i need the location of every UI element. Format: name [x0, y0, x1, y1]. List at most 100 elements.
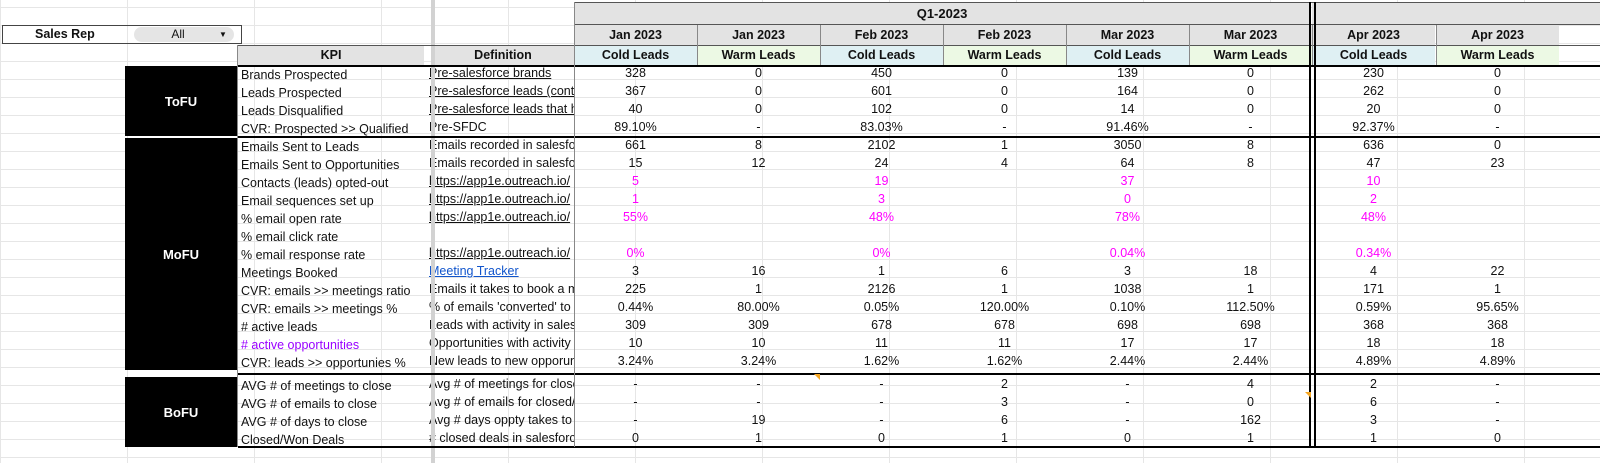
definition-text[interactable]: Pre-salesforce brands [429, 66, 552, 80]
metric-value: 1 [755, 282, 762, 296]
definition-text[interactable]: https://app1e.outreach.io/ [429, 246, 571, 260]
metric-value [943, 226, 1066, 244]
metric-value: 0 [1494, 66, 1501, 80]
metric-value: 1.62% [986, 354, 1023, 368]
metric-value: 2 [1370, 377, 1377, 391]
table-border [238, 446, 1600, 448]
metric-value: 698 [1117, 318, 1138, 332]
metric-value: 17 [1243, 336, 1258, 350]
stage-label-tofu: ToFU [125, 66, 237, 136]
metric-value: 0 [1247, 102, 1254, 116]
kpi-label: CVR: leads >> opportunies % [241, 356, 406, 370]
metric-value: 4 [1247, 377, 1254, 391]
definition-text: % of emails 'converted' to [429, 300, 571, 314]
table-border [574, 2, 575, 447]
metric-value [1189, 172, 1312, 190]
month-header: Jan 2023 [697, 25, 820, 45]
metric-value: - [1125, 413, 1130, 427]
definition-text[interactable]: https://app1e.outreach.io/ [429, 210, 571, 224]
metric-value: 48% [868, 210, 895, 224]
cell-comment-indicator[interactable] [1305, 392, 1311, 398]
table-border [1066, 25, 1067, 65]
metric-value: 37 [1120, 174, 1135, 188]
metric-value: - [1125, 377, 1130, 391]
metric-value: 18 [1243, 264, 1258, 278]
metric-value: 230 [1363, 66, 1384, 80]
metric-value [1189, 244, 1312, 262]
kpi-label: # active opportunities [241, 338, 360, 352]
definition-text: Opportunities with activity [429, 336, 571, 350]
metric-value: 17 [1120, 336, 1135, 350]
lead-type-header: Cold Leads [820, 46, 943, 65]
definition-text[interactable]: Pre-salesforce leads (conta [429, 84, 574, 98]
lead-type-header: Warm Leads [697, 46, 820, 65]
metric-value: 0 [878, 431, 885, 445]
definition-text: Pre-SFDC [429, 120, 487, 134]
metric-value: 0 [1124, 192, 1131, 206]
metric-value [1312, 226, 1435, 244]
metric-value: 1 [1370, 431, 1377, 445]
metric-value: - [633, 413, 638, 427]
metric-value: 661 [625, 138, 646, 152]
metric-value: 2 [1370, 192, 1377, 206]
cell-comment-indicator[interactable] [814, 374, 820, 380]
metric-value [1436, 172, 1559, 190]
lead-type-header: Cold Leads [574, 46, 697, 65]
metric-value: 120.00% [979, 300, 1030, 314]
month-header: Feb 2023 [820, 25, 943, 45]
metric-value: - [756, 120, 761, 134]
definition-text: Avg # of emails for closed/ [429, 395, 574, 409]
chevron-down-icon[interactable]: ▼ [219, 30, 227, 39]
table-border [238, 65, 1600, 67]
definition-text[interactable]: https://app1e.outreach.io/ [429, 192, 571, 206]
metric-value [1436, 190, 1559, 208]
definition-text: Leads with activity in sales [429, 318, 574, 332]
kpi-label: Leads Prospected [241, 86, 342, 100]
definition-text: Emails recorded in salesfo [429, 156, 574, 170]
metric-value: 3 [878, 192, 885, 206]
definition-text: Avg # days oppty takes to [429, 413, 572, 427]
metric-value: 8 [755, 138, 762, 152]
metric-value: 0% [872, 246, 891, 260]
metric-value: 40 [628, 102, 643, 116]
metric-value: 0 [632, 431, 639, 445]
metric-value: 2.44% [1109, 354, 1146, 368]
table-border [820, 25, 821, 65]
definition-text[interactable]: Pre-salesforce leads that h [429, 102, 574, 116]
metric-value: 1 [632, 192, 639, 206]
definition-text[interactable]: https://app1e.outreach.io/ [429, 174, 571, 188]
metric-value: 83.03% [860, 120, 903, 134]
metric-value [1189, 208, 1312, 226]
metric-value: - [1495, 120, 1500, 134]
metric-value: 1 [1247, 431, 1254, 445]
definition-text[interactable]: Meeting Tracker [429, 264, 519, 278]
month-header: Mar 2023 [1189, 25, 1312, 45]
metric-value: 3 [632, 264, 639, 278]
metric-value: 0.44% [617, 300, 654, 314]
metric-value: 3 [1124, 264, 1131, 278]
metric-value: 3 [1001, 395, 1008, 409]
metric-value [1066, 226, 1189, 244]
month-header: Jan 2023 [574, 25, 697, 45]
metric-value: 80.00% [737, 300, 780, 314]
metric-value [697, 244, 820, 262]
metric-value: 1 [878, 264, 885, 278]
sales-rep-filter-dropdown[interactable]: All [134, 27, 234, 42]
table-border [238, 373, 1600, 375]
kpi-label: AVG # of days to close [241, 415, 368, 429]
metric-value [697, 190, 820, 208]
definition-text [426, 226, 574, 244]
metric-value: 162 [1240, 413, 1261, 427]
kpi-label: AVG # of meetings to close [241, 379, 392, 393]
frozen-column-divider[interactable] [431, 0, 435, 463]
kpi-label: CVR: Prospected >> Qualified [241, 122, 409, 136]
metric-value [574, 226, 697, 244]
metric-value: 4 [1001, 156, 1008, 170]
metric-value: 64 [1120, 156, 1135, 170]
metric-value: 0 [1494, 102, 1501, 116]
metric-value: 309 [748, 318, 769, 332]
metric-value: - [1495, 377, 1500, 391]
metric-value: 1 [755, 431, 762, 445]
metric-value [943, 244, 1066, 262]
metric-value: 15 [628, 156, 643, 170]
